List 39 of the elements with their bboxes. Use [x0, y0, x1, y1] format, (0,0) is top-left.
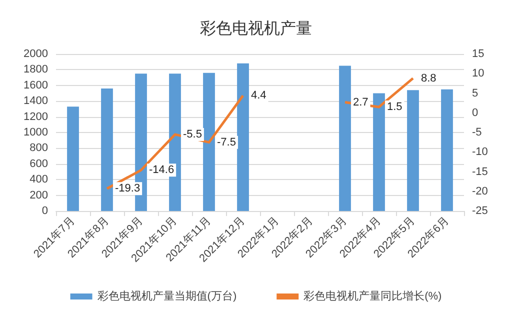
y-tick-label: 1400 — [24, 95, 48, 108]
y2-tick-label: -25 — [472, 205, 488, 217]
y2-tick-label: -15 — [472, 166, 488, 178]
data-label: -19.3 — [115, 182, 140, 195]
y2-tick-label: 10 — [472, 68, 484, 80]
y2-tick-label: 0 — [472, 106, 478, 119]
y-tick-label: 1000 — [24, 126, 48, 138]
bar — [441, 89, 453, 211]
bar — [339, 66, 351, 211]
y2-tick-label: 15 — [472, 48, 484, 60]
y-tick-label: 1800 — [24, 64, 48, 76]
data-label: 8.8 — [421, 72, 436, 84]
bar — [373, 93, 385, 211]
y-tick-label: 0 — [42, 205, 48, 217]
y-tick-label: 600 — [30, 158, 48, 170]
y2-tick-label: -5 — [472, 126, 482, 138]
data-label: 4.4 — [251, 90, 266, 102]
y-tick-label: 200 — [30, 189, 48, 202]
legend-label: 彩色电视机产量同比增长(%) — [304, 290, 442, 302]
y-tick-label: 1600 — [24, 79, 48, 92]
bar — [203, 72, 215, 211]
bar — [407, 90, 419, 211]
legend-label: 彩色电视机产量当期值(万台) — [97, 290, 237, 302]
data-label: -7.5 — [217, 136, 236, 148]
y-tick-label: 1200 — [24, 110, 48, 123]
data-label: -14.6 — [149, 164, 174, 176]
bar — [67, 106, 79, 211]
chart-title: 彩色电视机产量 — [200, 20, 312, 38]
y-tick-label: 800 — [30, 142, 48, 154]
y-tick-label: 400 — [30, 174, 48, 186]
y2-tick-label: 5 — [472, 87, 478, 100]
y2-tick-label: -10 — [472, 146, 488, 158]
data-label: 1.5 — [387, 100, 402, 113]
data-label: -5.5 — [183, 128, 202, 140]
data-label: 2.7 — [353, 96, 368, 108]
y2-tick-label: -20 — [472, 185, 488, 198]
y-tick-label: 2000 — [24, 48, 48, 60]
bar — [101, 88, 113, 211]
bar — [237, 63, 249, 211]
